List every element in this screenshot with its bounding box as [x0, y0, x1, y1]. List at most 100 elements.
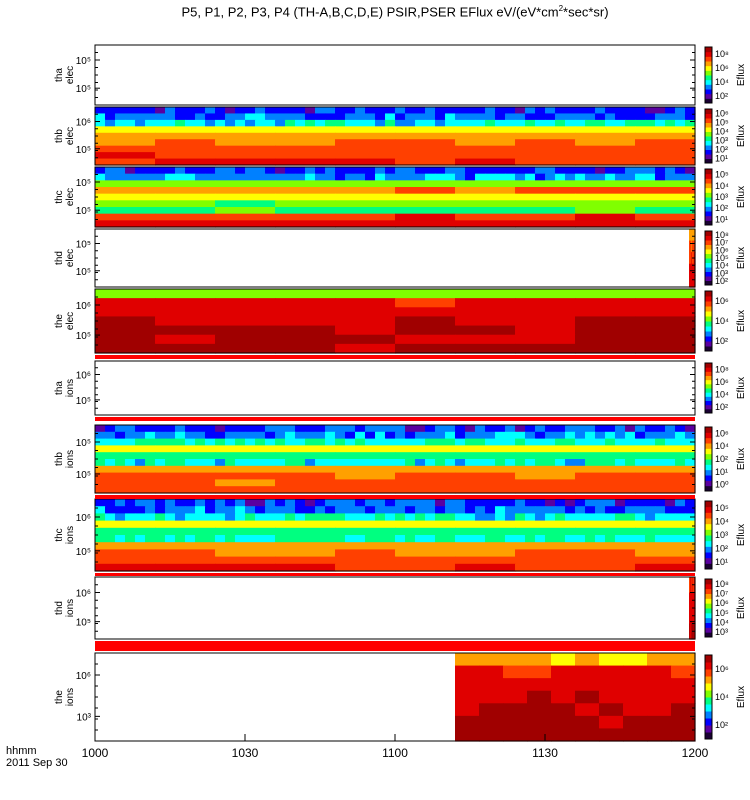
heatmap-cell [165, 499, 176, 507]
heatmap-cell [445, 119, 456, 127]
heatmap-cell [615, 107, 626, 115]
heatmap-cell [515, 506, 526, 514]
heatmap-cell [465, 173, 476, 181]
heatmap-cell [503, 665, 528, 679]
heatmap-cell [515, 325, 576, 336]
heatmap-cell [395, 180, 456, 188]
heatmap-cell [325, 167, 336, 175]
heatmap-cell [335, 520, 396, 529]
heatmap-cell [255, 167, 266, 175]
heatmap-cell [225, 113, 236, 121]
heatmap-cell [165, 513, 176, 522]
heatmap-cell [325, 499, 336, 507]
heatmap-cell [235, 499, 246, 507]
heatmap-cell [355, 119, 366, 127]
heatmap-cell [255, 513, 266, 522]
heatmap-cell [95, 563, 156, 572]
heatmap-cell [575, 307, 636, 318]
heatmap-cell [405, 107, 416, 115]
heatmap-cell [655, 438, 666, 446]
heatmap-cell [385, 173, 396, 181]
heatmap-cell [647, 715, 672, 730]
heatmap-cell [415, 107, 426, 115]
heatmap-cell [95, 472, 156, 480]
heatmap-cell [235, 459, 246, 467]
heatmap-cell [95, 334, 156, 345]
heatmap-cell [245, 167, 256, 175]
heatmap-cell [335, 307, 396, 318]
heatmap-cell [575, 139, 636, 147]
heatmap-cell [455, 563, 516, 572]
heatmap-cell [265, 438, 276, 446]
heatmap-cell [235, 425, 246, 433]
heatmap-cell [275, 452, 336, 460]
heatmap-cell [485, 431, 496, 440]
heatmap-cell [585, 119, 596, 127]
heatmap-cell [515, 425, 526, 433]
heatmap-cell [275, 459, 286, 467]
colorbar-segment [705, 197, 712, 203]
heatmap-cell [145, 499, 156, 507]
panel-label-species: elec [65, 127, 76, 145]
heatmap-cell [495, 506, 506, 514]
heatmap-cell [515, 486, 576, 494]
colorbar-segment [705, 201, 712, 207]
heatmap-cell [325, 431, 336, 440]
heatmap-cell [645, 425, 656, 433]
heatmap-cell [465, 535, 476, 543]
heatmap-cell [515, 152, 576, 160]
panel-label-probe: thb [54, 452, 65, 466]
heatmap-cell [385, 119, 396, 127]
heatmap-cell [545, 499, 556, 507]
heatmap-cell [435, 425, 446, 433]
panel-label-probe: thb [54, 129, 65, 143]
heatmap-cell [545, 438, 556, 446]
heatmap-cell [135, 513, 146, 522]
heatmap-cell [665, 113, 676, 121]
heatmap-cell [345, 506, 356, 514]
heatmap-cell [365, 173, 376, 181]
heatmap-cell [655, 173, 666, 181]
heatmap-cell [395, 213, 456, 221]
heatmap-cell [275, 334, 336, 345]
heatmap-cell [245, 513, 256, 522]
colorbar-segment [705, 113, 712, 119]
heatmap-cell [575, 132, 636, 140]
heatmap-cell [415, 425, 426, 433]
heatmap-cell [635, 486, 696, 494]
heatmap-cell [595, 535, 606, 543]
panel-label-species: elec [65, 66, 76, 84]
heatmap-cell [647, 678, 672, 692]
colorbar-segment [705, 404, 712, 410]
heatmap-cell [455, 499, 466, 507]
heatmap-cell [145, 431, 156, 440]
colorbar-frame [704, 426, 713, 492]
heatmap-cell [645, 119, 656, 127]
colorbar-segment [705, 711, 712, 719]
heatmap-cell [595, 167, 606, 175]
heatmap-cell [395, 158, 456, 166]
colorbar-tick-label: 10⁸ [715, 230, 729, 240]
heatmap-cell [95, 513, 106, 522]
colorbar-segment [705, 301, 712, 307]
heatmap-cell [135, 167, 146, 175]
heatmap-cell [115, 513, 126, 522]
heatmap-cell [635, 298, 696, 308]
colorbar-tick-label: 10² [715, 276, 728, 286]
heatmap-cell [515, 220, 576, 228]
heatmap-cell [245, 431, 256, 440]
heatmap-cell [485, 438, 496, 446]
heatmap-cell [375, 535, 386, 543]
heatmap-cell [575, 113, 586, 121]
heatmap-cell [155, 158, 216, 166]
heatmap-cell [135, 459, 146, 467]
heatmap-cell [335, 187, 396, 195]
heatmap-cell [95, 465, 156, 474]
heatmap-cell [455, 298, 516, 308]
heatmap-cell [515, 527, 576, 536]
colorbar-segment [705, 469, 712, 476]
heatmap-cell [355, 425, 366, 433]
heatmap-cell [615, 167, 626, 175]
heatmap-cell [515, 200, 576, 208]
heatmap-cell [435, 438, 446, 446]
